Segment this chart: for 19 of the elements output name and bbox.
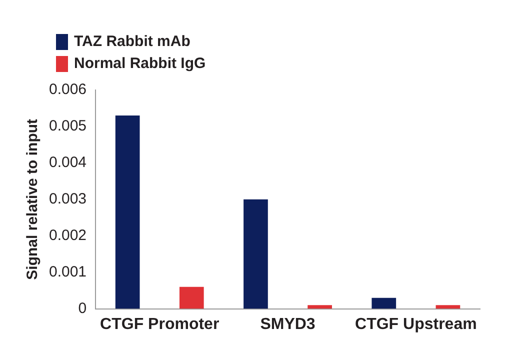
bar — [179, 286, 204, 309]
y-tick-label: 0.006 — [48, 81, 87, 98]
y-tick-label: 0.005 — [48, 118, 87, 135]
y-tick-label: 0.001 — [48, 263, 87, 280]
bar — [244, 199, 268, 309]
x-tick-label: CTGF Promoter — [100, 316, 220, 333]
y-tick-label: 0.002 — [48, 227, 87, 244]
y-axis-title: Signal relative to input — [24, 118, 42, 280]
x-tick-label: CTGF Upstream — [355, 316, 477, 333]
bar — [308, 305, 332, 309]
bar — [436, 305, 460, 309]
bar — [372, 298, 396, 309]
x-tick-label: SMYD3 — [260, 316, 316, 333]
legend-label: TAZ Rabbit mAb — [74, 33, 190, 50]
y-tick-label: 0.004 — [48, 154, 87, 172]
y-tick-label: 0.003 — [48, 190, 87, 208]
legend-label: Normal Rabbit IgG — [74, 55, 206, 72]
bar — [115, 116, 140, 309]
y-tick-label: 0 — [78, 300, 87, 317]
